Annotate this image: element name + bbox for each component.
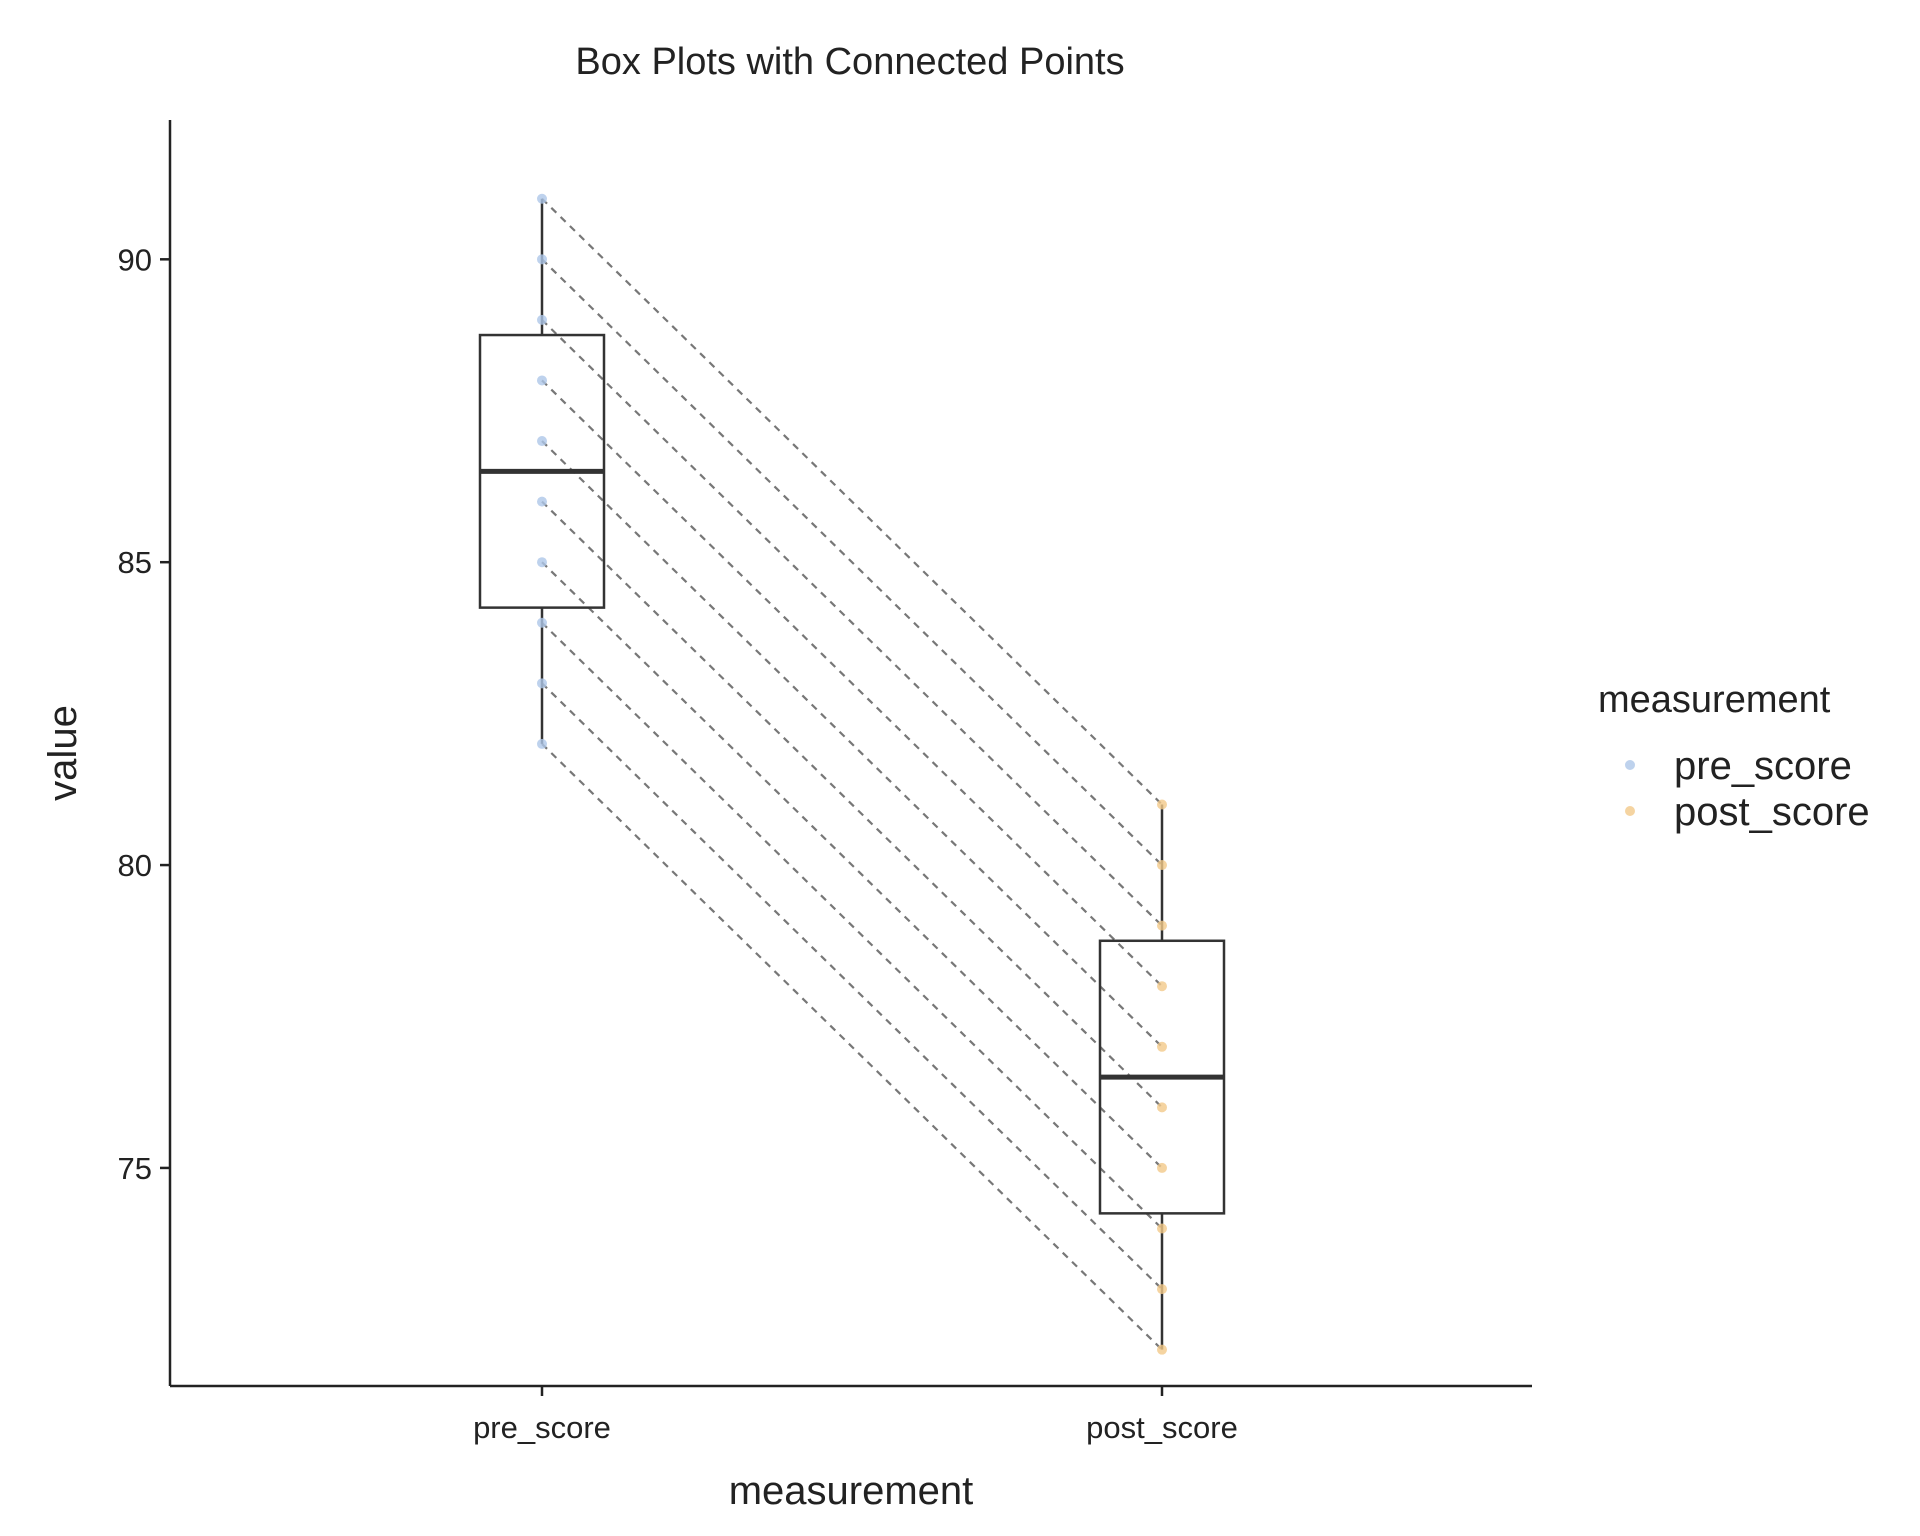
- connector-line: [541, 621, 1163, 1230]
- x-tick-label: post_score: [1086, 1410, 1238, 1445]
- data-point: [537, 678, 547, 689]
- connector-line: [541, 440, 1163, 1048]
- data-point: [537, 314, 547, 325]
- data-point: [1157, 1284, 1167, 1295]
- chart-title: Box Plots with Connected Points: [575, 41, 1124, 83]
- legend-label: pre_score: [1674, 744, 1852, 788]
- data-point: [1157, 1162, 1167, 1173]
- legend-title: measurement: [1598, 679, 1831, 721]
- data-point: [537, 375, 547, 386]
- data-point: [1157, 1223, 1167, 1234]
- connector-line: [541, 319, 1163, 927]
- box-plots: [478, 198, 1226, 1350]
- connector-line: [541, 743, 1163, 1351]
- connector-line: [541, 197, 1163, 806]
- connector-line: [541, 561, 1163, 1169]
- y-tick-label: 90: [118, 242, 152, 277]
- y-axis-title: value: [41, 705, 85, 801]
- data-point: [537, 254, 547, 265]
- y-axis-ticks: 75 80 85 90: [118, 242, 170, 1186]
- connector-lines: [541, 197, 1163, 1351]
- x-axis-ticks: pre_score post_score: [473, 1386, 1238, 1445]
- connector-line: [541, 258, 1163, 866]
- data-point: [537, 496, 547, 507]
- data-point: [1157, 860, 1167, 871]
- legend-key: [1625, 760, 1635, 770]
- data-point: [537, 436, 547, 447]
- data-point: [1157, 920, 1167, 931]
- y-tick-label: 85: [118, 545, 152, 580]
- data-point: [1157, 1041, 1167, 1052]
- data-point: [537, 617, 547, 628]
- data-point: [537, 557, 547, 568]
- connector-line: [541, 500, 1163, 1109]
- y-tick-label: 75: [118, 1151, 152, 1186]
- data-point: [537, 193, 547, 204]
- x-tick-label: pre_score: [473, 1410, 611, 1445]
- data-points: [537, 193, 1167, 1355]
- y-tick-label: 80: [118, 848, 152, 883]
- x-axis-title: measurement: [729, 1469, 974, 1513]
- data-point: [1157, 799, 1167, 810]
- data-point: [1157, 1344, 1167, 1355]
- data-point: [537, 738, 547, 749]
- legend-key: [1625, 806, 1635, 816]
- connector-line: [541, 379, 1163, 987]
- connector-line: [541, 682, 1163, 1290]
- data-point: [1157, 981, 1167, 992]
- data-point: [1157, 1102, 1167, 1113]
- legend-label: post_score: [1674, 790, 1870, 834]
